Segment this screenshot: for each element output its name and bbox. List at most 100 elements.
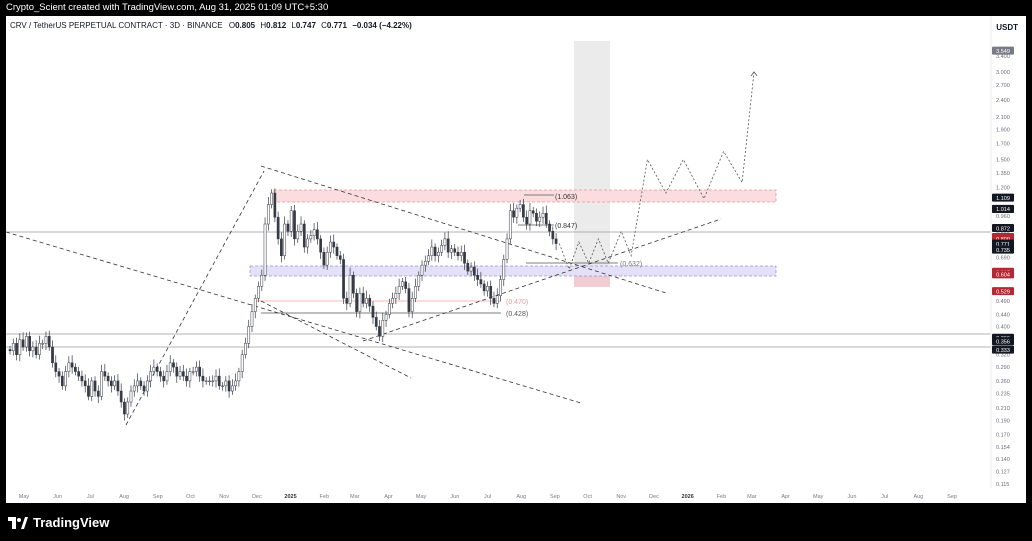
candle xyxy=(67,356,71,378)
price-tick-label: 0.127 xyxy=(996,469,1010,475)
high-value: 0.812 xyxy=(266,21,287,30)
tradingview-logo[interactable]: TradingView xyxy=(8,515,109,530)
candle xyxy=(198,360,202,382)
candle xyxy=(270,189,273,209)
candle xyxy=(479,271,483,288)
candle xyxy=(123,398,126,421)
price-tag: 0.604 xyxy=(992,270,1014,279)
candle xyxy=(132,379,136,397)
projection xyxy=(558,71,758,271)
time-tick-label: Nov xyxy=(616,494,626,500)
candle xyxy=(244,337,247,359)
candle xyxy=(119,383,123,408)
candle xyxy=(21,332,25,351)
price-chart[interactable]: (1.063) (0.847) (0.632) (0.470) (0.428) … xyxy=(6,16,1026,503)
close-value: 0.771 xyxy=(327,21,348,30)
candle xyxy=(427,249,430,266)
price-tick-label: 0.154 xyxy=(996,445,1010,451)
candle xyxy=(145,375,149,397)
high-label: H xyxy=(260,21,266,30)
time-tick-label: May xyxy=(813,494,824,500)
candle xyxy=(345,291,349,311)
time-axis[interactable]: May Jun Jul Aug Sep Oct Nov Dec 2025 Feb Mar Apr May… xyxy=(19,494,957,500)
candle xyxy=(100,364,103,401)
candle xyxy=(453,244,457,257)
candle xyxy=(83,374,87,393)
projection-path xyxy=(558,71,755,271)
candle xyxy=(221,382,224,391)
price-tick-label: 0.210 xyxy=(996,406,1010,412)
low-value: 0.747 xyxy=(296,21,317,30)
price-tick-label: 0.440 xyxy=(996,312,1010,318)
candle xyxy=(286,220,290,236)
candle xyxy=(551,226,555,245)
candle xyxy=(410,291,414,319)
tradingview-logo-icon xyxy=(8,516,28,529)
candle xyxy=(420,260,424,281)
candle xyxy=(371,301,375,324)
time-tick-label: May xyxy=(19,494,30,500)
trendline-long-descending xyxy=(6,231,582,404)
candle xyxy=(407,282,411,318)
candle xyxy=(201,368,205,388)
time-tick-label: Aug xyxy=(119,494,129,500)
candle xyxy=(280,232,283,263)
candle xyxy=(204,377,208,385)
svg-text:0.604: 0.604 xyxy=(996,273,1010,279)
time-tick-label: Jun xyxy=(450,494,459,500)
candle xyxy=(191,366,195,376)
candle xyxy=(446,231,450,258)
price-axis[interactable]: 3.400 3.000 2.700 2.400 2.100 1.900 1.700 1.500… xyxy=(996,54,1010,488)
candle xyxy=(440,239,443,257)
candle xyxy=(505,233,509,264)
trendline-descending-upper xyxy=(260,165,667,294)
time-tick-label: Oct xyxy=(186,494,195,500)
candle xyxy=(149,364,152,388)
candle xyxy=(508,204,512,244)
price-tick-label: 1.700 xyxy=(996,142,1010,148)
candle xyxy=(103,363,107,381)
time-tick-label: Apr xyxy=(384,494,393,500)
candle xyxy=(456,246,460,261)
candle xyxy=(515,204,519,224)
candle xyxy=(492,291,496,308)
candle xyxy=(335,243,339,260)
candle xyxy=(110,376,113,393)
candle xyxy=(316,222,319,245)
candle xyxy=(51,340,54,368)
candle xyxy=(554,233,558,251)
candle xyxy=(188,367,192,388)
svg-text:1.109: 1.109 xyxy=(996,196,1010,202)
candle xyxy=(266,196,270,231)
trendline-rising-right xyxy=(362,218,722,342)
candle xyxy=(538,211,542,227)
candle xyxy=(181,364,185,381)
candle xyxy=(548,220,551,236)
candle xyxy=(136,373,139,393)
candle xyxy=(276,211,280,245)
open-label: O xyxy=(229,21,235,30)
time-tick-label: Jul xyxy=(484,494,491,500)
time-tick-label: Dec xyxy=(649,494,659,500)
svg-text:0.735: 0.735 xyxy=(996,248,1010,254)
time-tick-label: Sep xyxy=(153,494,163,500)
time-tick-label: 2025 xyxy=(284,494,296,500)
candle xyxy=(486,281,489,297)
candle xyxy=(159,366,162,382)
candle xyxy=(302,220,306,253)
price-tag: 0.529 xyxy=(992,287,1014,295)
candle xyxy=(319,235,322,259)
candle xyxy=(289,205,293,237)
candle xyxy=(502,254,506,287)
candle xyxy=(466,259,470,275)
candle xyxy=(185,368,188,387)
candle xyxy=(306,234,309,254)
open-value: 0.805 xyxy=(235,21,256,30)
candle xyxy=(443,232,447,251)
price-tag: 1.014 xyxy=(992,204,1014,213)
chart-area[interactable]: (1.063) (0.847) (0.632) (0.470) (0.428) … xyxy=(6,16,1026,503)
candle xyxy=(437,247,440,263)
candle xyxy=(116,374,120,396)
candle xyxy=(87,378,90,401)
candle xyxy=(195,361,198,377)
